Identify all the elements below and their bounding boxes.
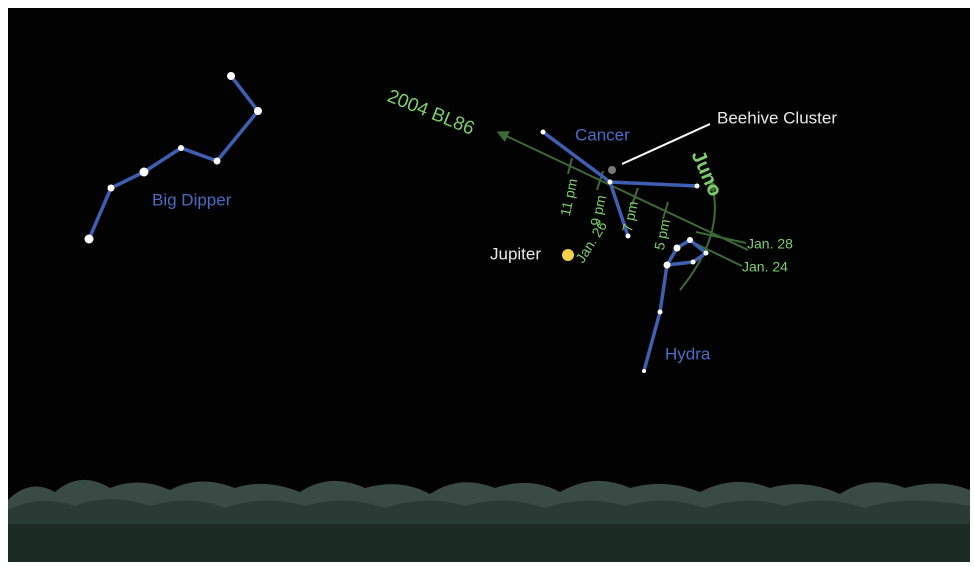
label: Jan. 28	[747, 236, 793, 252]
label: Big Dipper	[152, 190, 232, 209]
label: Jan. 24	[742, 259, 788, 275]
label: Hydra	[665, 344, 711, 363]
label: Jupiter	[490, 244, 541, 263]
label: Cancer	[575, 125, 630, 144]
beehive-cluster	[608, 166, 616, 174]
label: Beehive Cluster	[717, 108, 837, 127]
horizon-trees	[8, 480, 970, 562]
sky-map: Big Dipper 2004 BL86 Cancer Beehive Clus…	[0, 0, 974, 567]
page: {"labels": {"big_dipper": "Big Dipper", …	[0, 0, 974, 567]
sky	[8, 8, 970, 562]
jupiter	[562, 249, 574, 261]
